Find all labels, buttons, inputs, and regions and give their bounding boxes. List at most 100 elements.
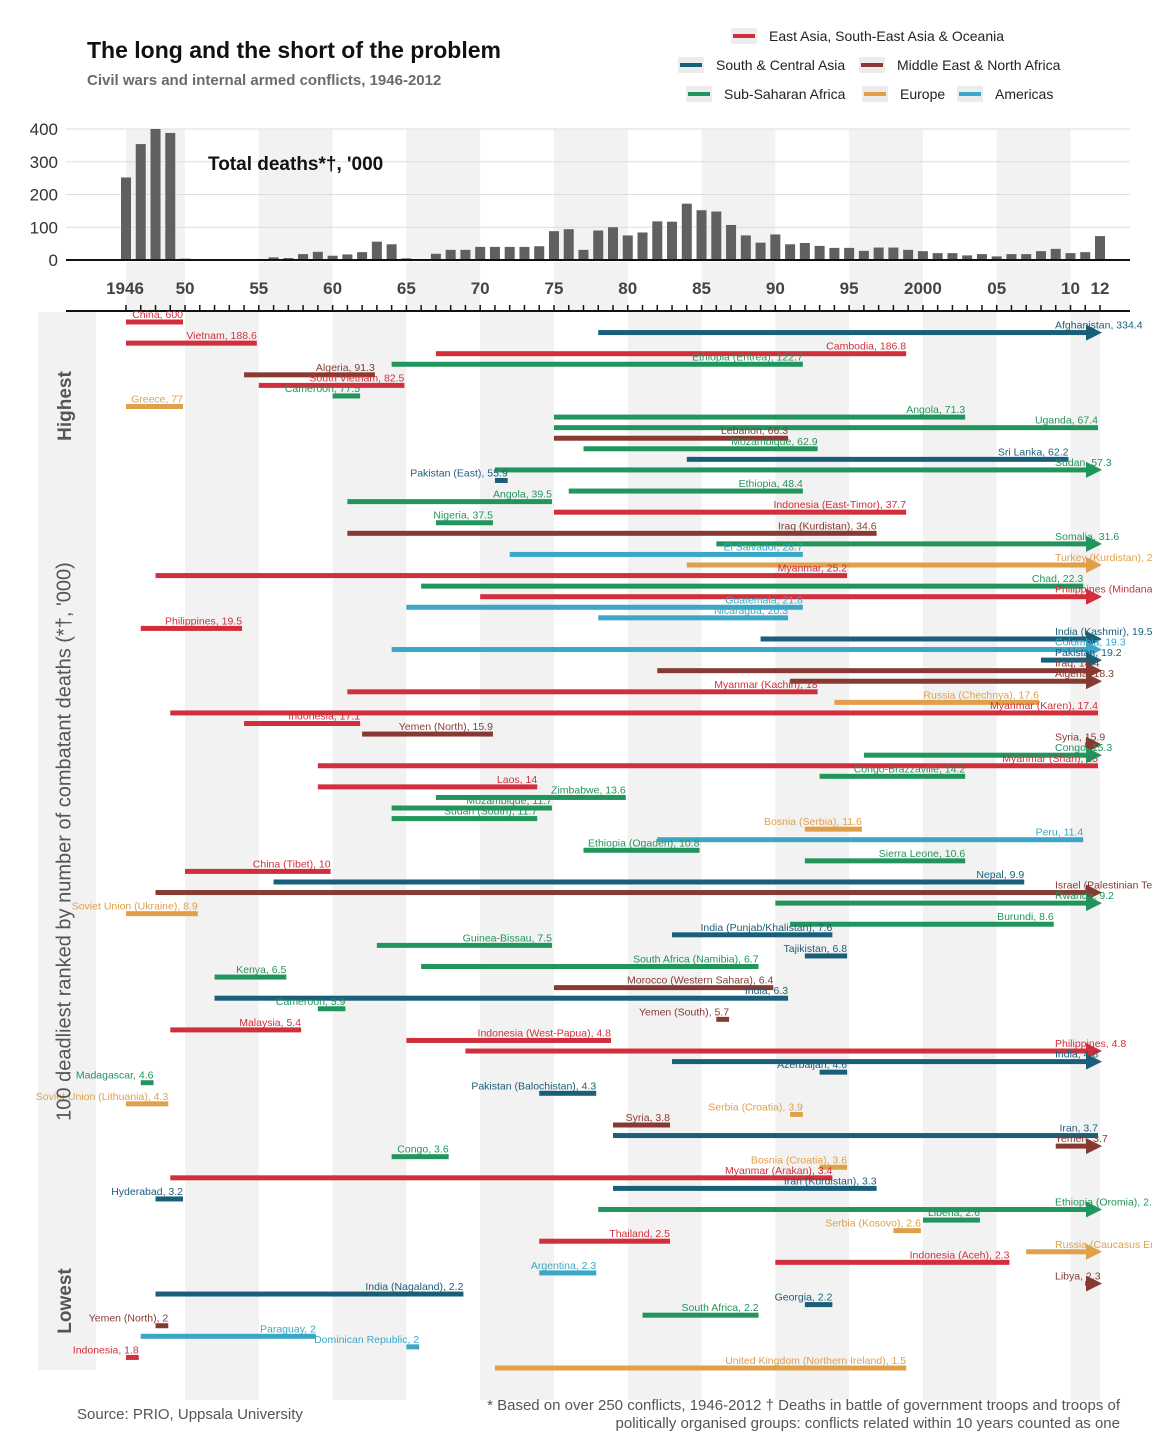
- conflict-label: Sierra Leone, 10.6: [879, 848, 966, 860]
- bar-1946: [121, 177, 131, 260]
- conflict-bar: [922, 1217, 980, 1223]
- conflict-bar: [716, 1016, 730, 1022]
- conflict-label: Myanmar (Shan), 15: [1002, 753, 1098, 765]
- ongoing-arrow: [1086, 1043, 1102, 1060]
- bar-1987: [726, 224, 737, 260]
- conflict-label: Cambodia, 186.8: [826, 341, 906, 353]
- conflict-row: Philippines, 4.8: [465, 1038, 1126, 1060]
- conflict-row: Pakistan, 19.2: [1040, 647, 1122, 669]
- conflict-label: Chad, 22.3: [1032, 573, 1084, 585]
- shade-band: [332, 312, 407, 1400]
- conflict-row: Philippines, 19.5: [140, 615, 242, 631]
- conflict-row: Nigeria, 37.5: [433, 510, 493, 526]
- shade-band: [1070, 312, 1100, 1400]
- conflict-row: Indonesia, 17.1: [244, 710, 360, 726]
- conflict-bar: [376, 942, 552, 948]
- y-tick-labels: 0 100 200 300 400: [30, 120, 58, 270]
- conflict-label: India, 6.3: [745, 985, 788, 997]
- legend: East Asia, South-East Asia & Oceania Sou…: [0, 0, 1152, 110]
- x-tick-label: 55: [249, 279, 268, 298]
- conflict-timelines: China, 600 Afghanistan, 334.4 Vietnam, 188…: [36, 309, 1152, 1371]
- legend-item-east-asia: East Asia, South-East Asia & Oceania: [731, 28, 1004, 44]
- conflict-label: Mozambique, 62.9: [731, 436, 818, 448]
- conflict-bar: [170, 710, 1099, 716]
- legend-swatch: [957, 86, 983, 102]
- conflict-row: Laos, 14: [317, 774, 537, 790]
- conflict-row: India, 4.8: [672, 1049, 1102, 1070]
- conflict-bar: [214, 995, 789, 1001]
- ongoing-arrow: [1086, 557, 1102, 574]
- conflict-bar: [185, 868, 331, 874]
- legend-swatch: [859, 57, 885, 73]
- conflict-row: India (Kashmir), 19.5: [760, 626, 1152, 647]
- conflict-label: Russia (Caucasus Emirate), 2.4: [1055, 1239, 1152, 1251]
- bar-1969: [460, 249, 471, 260]
- conflict-bar: [760, 636, 1088, 642]
- shade-band: [996, 262, 1071, 310]
- conflict-label: South Africa (Namibia), 6.7: [633, 954, 759, 966]
- bar-1991: [785, 244, 796, 260]
- y-gridlines: [66, 128, 1130, 228]
- conflict-bar: [391, 647, 1088, 653]
- conflict-label: Sudan (South), 11.7: [444, 806, 537, 818]
- bar-2007: [1021, 254, 1032, 260]
- conflict-label: Sudan, 57.3: [1055, 457, 1112, 469]
- conflict-row: Soviet Union (Ukraine), 8.9: [72, 901, 198, 917]
- conflict-label: South Africa, 2.2: [682, 1302, 759, 1314]
- bar-1968: [445, 249, 456, 260]
- conflict-bar: [170, 1027, 302, 1033]
- bar-1988: [740, 235, 751, 260]
- conflict-bar: [244, 720, 361, 726]
- conflict-row: Guatemala, 21.8: [406, 594, 803, 610]
- chart-subtitle: Civil wars and internal armed conflicts,…: [87, 72, 442, 89]
- conflict-label: Somalia, 31.6: [1055, 531, 1119, 543]
- conflict-label: Greece, 77: [131, 394, 183, 406]
- conflict-label: Rwanda, 9.2: [1055, 890, 1114, 902]
- conflict-row: Myanmar (Shan), 15: [317, 753, 1098, 769]
- conflict-row: Ethiopia (Ogaden), 10.8: [583, 837, 700, 853]
- conflict-bar: [421, 583, 1084, 589]
- conflict-bar: [1026, 1249, 1088, 1255]
- conflict-label: Myanmar (Arakan), 3.4: [725, 1165, 833, 1177]
- conflict-label: Guinea-Bissau, 7.5: [463, 932, 552, 944]
- conflict-row: Ethiopia, 48.4: [568, 478, 803, 494]
- y-tick-label: 300: [30, 153, 58, 172]
- bar-1963: [371, 241, 382, 260]
- conflict-row: Nepal, 9.9: [273, 869, 1025, 885]
- bar-1992: [799, 242, 810, 260]
- legend-item-middle-east: Middle East & North Africa: [859, 57, 1060, 73]
- conflict-bar: [775, 900, 1088, 906]
- conflict-bar: [804, 953, 848, 959]
- ongoing-arrow: [1086, 884, 1102, 901]
- conflict-row: Sudan, 57.3: [494, 457, 1112, 478]
- conflict-label: Yemen (South), 5.7: [639, 1006, 729, 1018]
- conflict-label: Philippines, 19.5: [165, 615, 242, 627]
- x-tick-label: 65: [397, 279, 416, 298]
- ongoing-arrow: [1086, 662, 1102, 679]
- x-tick-label: 95: [840, 279, 859, 298]
- conflict-bar: [273, 879, 1025, 885]
- conflict-bar: [126, 340, 257, 346]
- legend-label: Europe: [900, 86, 946, 102]
- conflict-bar: [613, 1122, 671, 1128]
- bar-1990: [770, 234, 781, 260]
- conflict-bar: [140, 1333, 316, 1339]
- conflict-bar: [598, 615, 789, 621]
- chart-title: The long and the short of the problem: [87, 37, 501, 63]
- conflict-label: Algeria, 18.3: [1055, 668, 1114, 680]
- ongoing-arrow: [1086, 588, 1102, 605]
- conflict-label: Uganda, 67.4: [1035, 415, 1098, 427]
- conflict-row: Iraq (Kurdistan), 34.6: [347, 520, 877, 536]
- conflict-row: Soviet Union (Lithuania), 4.3: [36, 1091, 168, 1107]
- conflict-bar: [553, 435, 789, 441]
- conflict-label: Paraguay, 2: [260, 1323, 316, 1335]
- conflict-row: Morocco (Western Sahara), 6.4: [553, 975, 773, 991]
- conflict-row: Burundi, 8.6: [790, 911, 1054, 927]
- bar-1984: [681, 203, 692, 260]
- conflict-bar: [317, 1006, 346, 1012]
- conflict-label: Indonesia (Aceh), 2.3: [910, 1249, 1010, 1261]
- conflict-row: Algeria, 18.3: [790, 668, 1114, 690]
- conflict-bar: [494, 477, 508, 483]
- conflict-row: Kenya, 6.5: [214, 964, 286, 980]
- conflict-label: Liberia, 2.6: [928, 1207, 980, 1219]
